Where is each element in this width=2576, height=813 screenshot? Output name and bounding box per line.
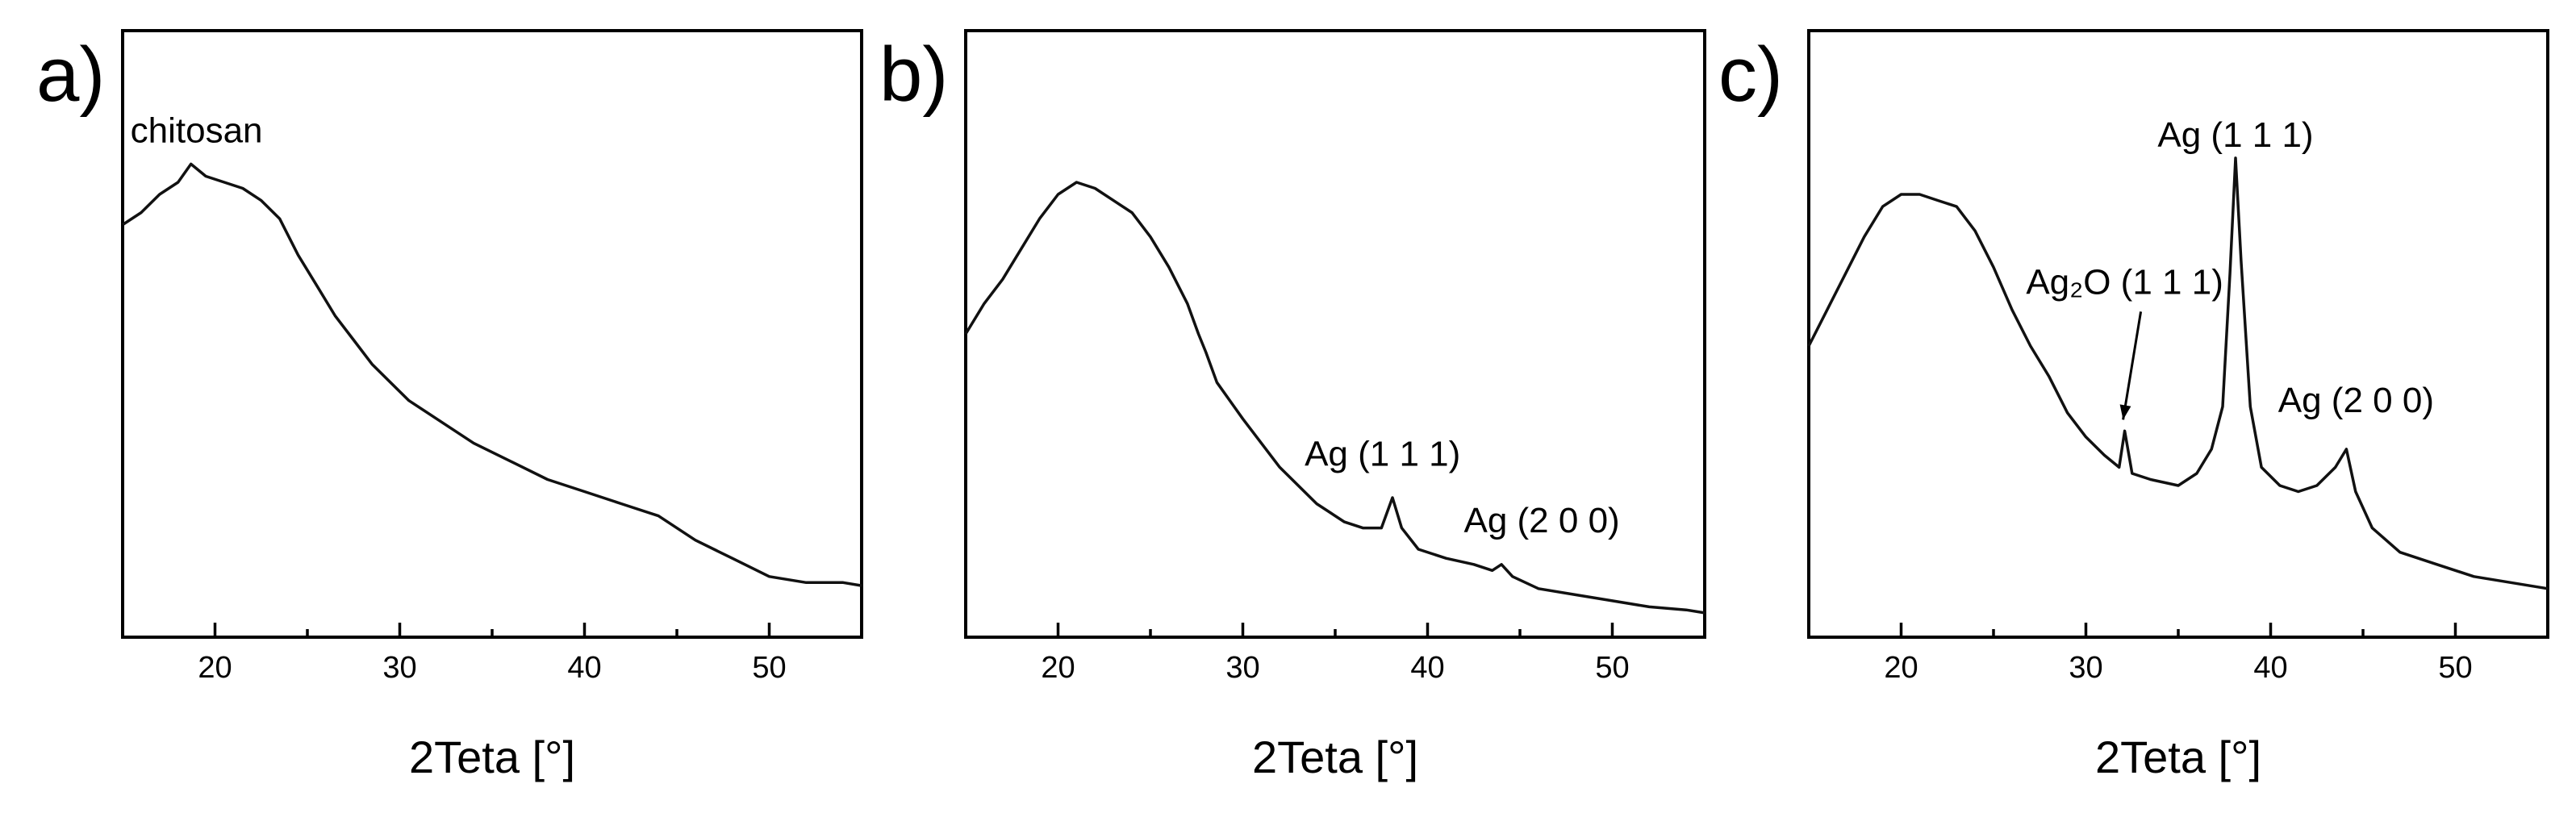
x-axis-label-a: 2Teta [°] (409, 732, 575, 782)
annotation-a-0: chitosan (131, 110, 263, 150)
xrd-trace-a (122, 162, 862, 587)
x-axis-label-c: 2Teta [°] (2095, 732, 2261, 782)
annotations-c: Ag (1 1 1) Ag₂O (1 1 1) Ag (2 0 0) (2026, 115, 2434, 420)
xrd-trace-b (964, 181, 1706, 615)
annotation-arrow-c-1 (2122, 311, 2143, 420)
x-tick-label-c-50: 50 (2438, 651, 2472, 685)
x-tick-labels-c: 20 30 40 50 (1884, 651, 2472, 685)
x-tick-label-c-40: 40 (2253, 651, 2287, 685)
x-tick-label-b-30: 30 (1225, 651, 1259, 685)
x-tick-label-a-40: 40 (567, 651, 601, 685)
x-axis-label-b: 2Teta [°] (1252, 732, 1418, 782)
x-tick-label-a-20: 20 (198, 651, 232, 685)
panel-b: b) 20 30 40 50 Ag (1 1 1)Ag (2 0 0) 2Teta [… (879, 29, 1706, 782)
plot-frame-b (964, 29, 1706, 639)
x-tick-label-c-30: 30 (2069, 651, 2102, 685)
x-ticks-c (1807, 623, 2549, 637)
x-tick-label-b-40: 40 (1410, 651, 1444, 685)
x-ticks-b (964, 623, 1706, 637)
panel-c: c) 20 30 40 50 Ag (1 1 1) Ag₂O (1 1 1) Ag (2 … (1718, 29, 2549, 782)
panel-a: a) 20 30 40 50 chitosan 2Teta [°] (36, 29, 863, 782)
annotations-a: chitosan (131, 110, 263, 150)
panel-letter-a: a) (36, 31, 105, 118)
x-tick-labels-b: 20 30 40 50 (1041, 651, 1629, 685)
panel-letter-b: b) (879, 31, 948, 118)
panel-letter-c: c) (1718, 31, 1783, 118)
annotation-c-2: Ag (2 0 0) (2278, 381, 2434, 420)
annotation-b-0: Ag (1 1 1) (1305, 435, 1460, 474)
xrd-trace-c (1807, 156, 2549, 590)
x-tick-label-c-20: 20 (1884, 651, 1918, 685)
x-ticks-a (121, 623, 863, 637)
annotation-arrowhead-c-1 (2119, 404, 2131, 420)
annotation-c-1: Ag₂O (1 1 1) (2026, 262, 2223, 302)
annotation-c-0: Ag (1 1 1) (2157, 115, 2313, 155)
annotation-b-1: Ag (2 0 0) (1463, 501, 1619, 540)
annotations-b: Ag (1 1 1)Ag (2 0 0) (1305, 435, 1620, 540)
x-tick-label-b-20: 20 (1041, 651, 1075, 685)
x-tick-labels-a: 20 30 40 50 (198, 651, 786, 685)
x-tick-label-b-50: 50 (1595, 651, 1629, 685)
x-tick-label-a-50: 50 (752, 651, 786, 685)
x-tick-label-a-30: 30 (382, 651, 416, 685)
